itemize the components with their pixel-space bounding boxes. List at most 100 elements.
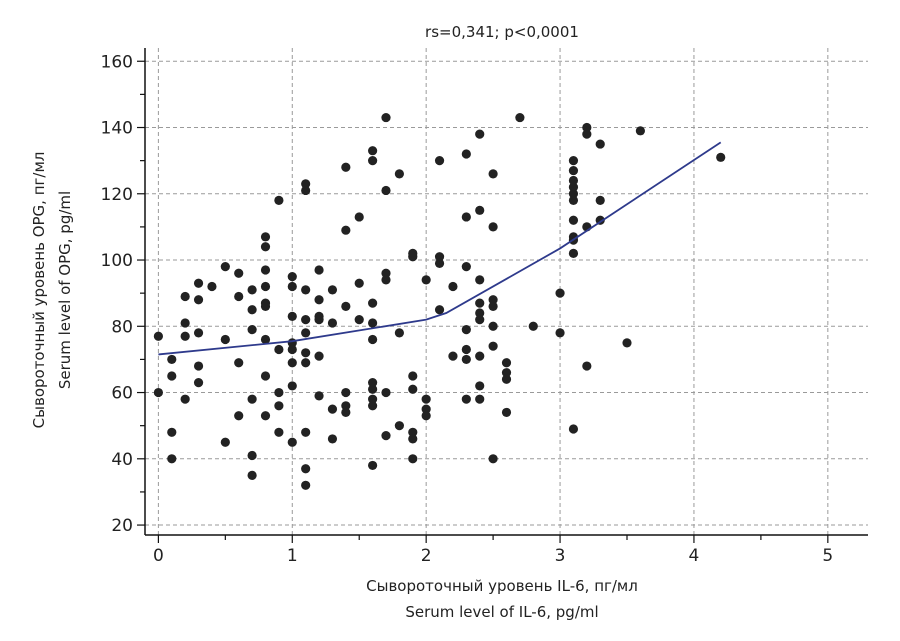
data-point: [180, 394, 190, 404]
data-point: [622, 338, 632, 348]
data-point: [368, 394, 378, 404]
data-point: [247, 305, 257, 315]
data-point: [247, 470, 257, 480]
data-point: [167, 354, 177, 365]
data-point: [180, 318, 190, 328]
data-point: [475, 381, 485, 391]
data-point: [408, 384, 418, 394]
data-point: [408, 371, 418, 381]
data-point: [287, 281, 297, 292]
data-point: [234, 411, 244, 421]
data-point: [488, 454, 498, 464]
data-point: [568, 182, 579, 192]
data-point: [421, 411, 431, 421]
data-point: [274, 195, 284, 205]
data-point: [461, 212, 471, 222]
data-point: [434, 252, 445, 262]
x-tick-label: 2: [421, 546, 432, 566]
data-point: [461, 394, 471, 404]
data-point: [341, 407, 351, 418]
data-point: [582, 129, 592, 139]
y-tick-label: 100: [101, 251, 133, 271]
x-tick-label: 1: [287, 546, 298, 566]
data-point: [555, 288, 565, 298]
data-point: [193, 361, 204, 371]
data-point: [287, 358, 297, 368]
data-point: [434, 156, 445, 166]
tick-labels: 20 40 60 80 100 120 140 160 0 1 2 3 4 5: [101, 52, 834, 566]
data-point: [368, 401, 378, 411]
data-point: [488, 321, 498, 331]
data-point: [394, 328, 404, 338]
y-axis-label-en: Serum level of OPG, pg/ml: [56, 191, 74, 389]
y-tick-label: 40: [111, 450, 133, 470]
data-point: [501, 374, 512, 384]
data-point: [260, 334, 271, 345]
data-point: [193, 328, 204, 338]
data-point: [394, 421, 404, 431]
data-point: [488, 341, 498, 351]
y-tick-label: 20: [111, 516, 133, 536]
data-point: [408, 434, 418, 444]
data-point: [327, 404, 338, 414]
data-point: [287, 271, 297, 282]
data-point: [301, 358, 311, 368]
data-point: [394, 169, 404, 179]
data-point: [488, 222, 498, 232]
data-point: [381, 185, 391, 196]
data-point: [381, 268, 391, 278]
y-tick-label: 80: [111, 317, 133, 337]
data-point: [193, 378, 204, 388]
data-point: [582, 122, 592, 133]
data-point: [301, 285, 311, 295]
y-tick-label: 160: [101, 52, 133, 72]
data-point: [568, 175, 579, 186]
data-point: [274, 401, 284, 411]
data-point: [368, 156, 378, 166]
data-point: [461, 324, 471, 335]
data-point: [314, 351, 324, 361]
x-axis-label-ru: Сывороточный уровень IL-6, пг/мл: [366, 577, 638, 595]
data-point: [568, 248, 579, 259]
grid: [145, 48, 868, 535]
data-point: [488, 295, 498, 305]
data-point: [314, 315, 324, 325]
data-point: [408, 454, 418, 464]
data-point: [381, 431, 391, 441]
data-point: [475, 275, 485, 285]
data-point: [260, 411, 271, 421]
data-point: [341, 387, 351, 398]
data-point: [287, 311, 297, 321]
data-point: [582, 361, 592, 371]
y-tick-label: 140: [101, 119, 133, 139]
chart-title: rs=0,341; p<0,0001: [425, 23, 579, 41]
data-point: [488, 169, 498, 179]
data-point: [448, 281, 458, 292]
data-point: [475, 298, 485, 308]
data-point: [368, 318, 378, 328]
data-point: [408, 427, 418, 437]
data-point: [368, 378, 378, 388]
data-point: [408, 252, 418, 262]
data-point: [461, 344, 471, 355]
data-point: [234, 358, 244, 368]
data-point: [635, 126, 645, 136]
data-point: [301, 185, 311, 196]
data-point: [153, 387, 163, 398]
data-point: [327, 434, 338, 444]
data-point: [475, 308, 485, 318]
data-point: [461, 354, 471, 365]
data-point: [488, 301, 498, 312]
data-point: [247, 285, 257, 295]
data-point: [301, 348, 311, 358]
y-tick-label: 60: [111, 384, 133, 404]
data-point: [461, 149, 471, 159]
data-point: [475, 205, 485, 215]
data-point: [287, 437, 297, 447]
data-point: [301, 179, 311, 189]
data-point: [434, 305, 445, 315]
data-point: [287, 381, 297, 391]
data-point: [180, 291, 190, 302]
data-point: [568, 424, 579, 434]
